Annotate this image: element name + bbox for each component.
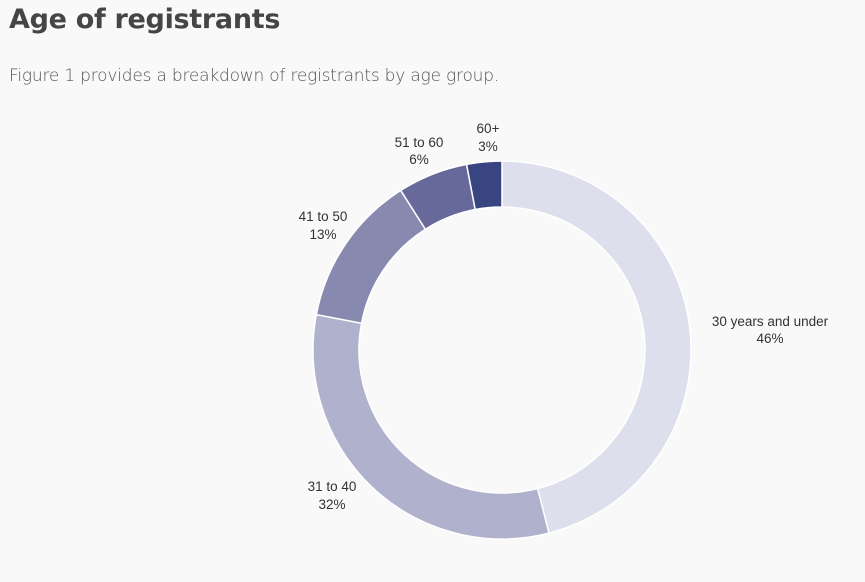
- page-title: Age of registrants: [9, 4, 281, 35]
- label-31-40-name: 31 to 40: [308, 479, 357, 494]
- donut-slice-60: [465, 160, 503, 211]
- label-51-60-name: 51 to 60: [395, 135, 444, 150]
- label-41-50-name: 41 to 50: [299, 209, 348, 224]
- label-31-40-pct: 32%: [318, 497, 345, 512]
- donut-slice-30-years-and-under: [501, 160, 692, 534]
- donut-slices: [312, 160, 692, 540]
- label-30-under-name: 30 years and under: [712, 314, 829, 329]
- label-51-60-pct: 6%: [409, 152, 429, 167]
- label-60-plus-name: 60+: [477, 121, 500, 136]
- donut-slice-31-to-40: [312, 313, 550, 540]
- label-60-plus-pct: 3%: [478, 139, 498, 154]
- intro-text: Figure 1 provides a breakdown of registr…: [9, 66, 500, 86]
- label-30-under-pct: 46%: [756, 331, 783, 346]
- label-41-50-pct: 13%: [309, 227, 336, 242]
